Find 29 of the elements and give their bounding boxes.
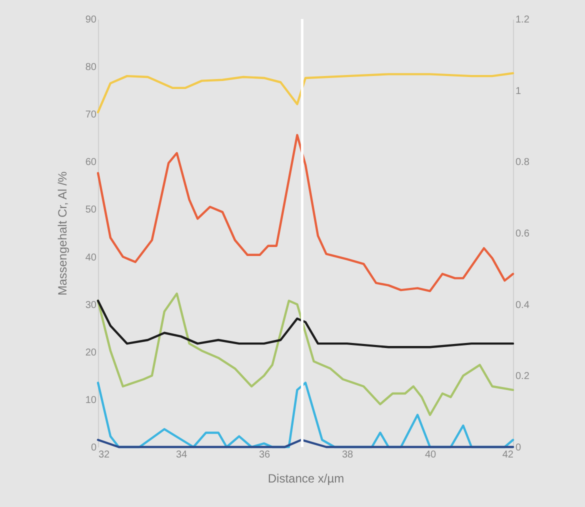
y-tick-label: 60 [85, 157, 97, 168]
x-tick-label: 36 [258, 450, 270, 460]
line-series [96, 292, 514, 416]
x-tick-label: 32 [98, 450, 110, 460]
y-tick-label: 10 [85, 394, 97, 406]
y-tick-label: 70 [85, 110, 97, 121]
y-tick-label: 20 [85, 347, 97, 358]
y2-tick-label: 1 [516, 86, 522, 97]
x-tick-label: 40 [424, 450, 436, 460]
line-series [96, 300, 514, 348]
y2-tick-label: 0.8 [516, 157, 530, 168]
line-series [96, 134, 514, 292]
x-tick-label: 42 [502, 450, 514, 460]
y-axis-title: Massengehalt Cr, Al /% [55, 171, 70, 296]
y2-tick-label: 0 [516, 442, 522, 454]
line-series [96, 72, 514, 114]
y2-tick-label: 0.2 [516, 371, 530, 382]
y-tick-label: 90 [85, 14, 97, 26]
y-tick-label: 50 [85, 204, 97, 216]
x-tick-label: 38 [342, 450, 354, 460]
y-tick-label: 80 [85, 62, 97, 74]
x-tick-label: 34 [176, 450, 188, 460]
y-tick-label: 40 [85, 252, 97, 264]
y2-tick-label: 0.4 [516, 300, 530, 311]
y2-tick-label: 0.6 [516, 228, 530, 240]
y-tick-label: 30 [85, 300, 97, 311]
x-axis-title: Distance x/µm [268, 472, 344, 486]
y2-tick-label: 1.2 [516, 14, 530, 26]
y-tick-label: 0 [90, 442, 97, 454]
